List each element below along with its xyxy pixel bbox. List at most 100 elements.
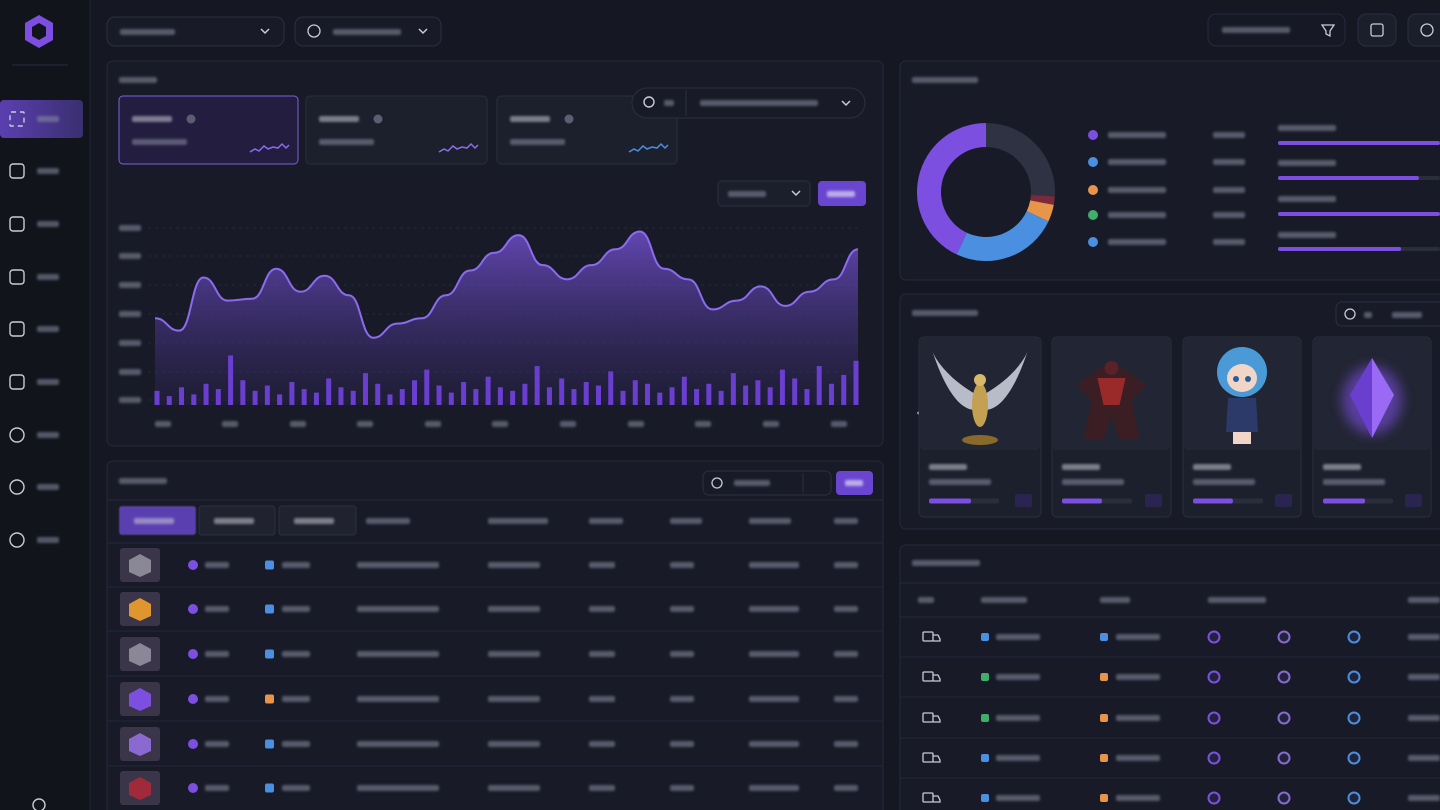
blurred-text — [1116, 795, 1160, 801]
search-icon — [1344, 308, 1356, 320]
chevron — [418, 28, 428, 35]
progress-bar — [1323, 498, 1365, 504]
search-box[interactable] — [1335, 301, 1440, 327]
blurred-text — [205, 696, 229, 702]
truck-icon — [922, 671, 934, 682]
blurred-text — [1116, 755, 1160, 761]
blurred-text — [670, 606, 694, 612]
nav-icon[interactable] — [9, 427, 25, 443]
blurred-text — [734, 480, 770, 486]
blurred-text — [510, 116, 550, 122]
blurred-text — [763, 421, 779, 427]
bar — [338, 387, 344, 405]
icon — [307, 24, 321, 38]
pie-slice — [986, 123, 1056, 197]
progress-bar — [1278, 212, 1440, 216]
bar — [583, 381, 589, 405]
status-square — [265, 783, 274, 793]
kpi-card[interactable] — [118, 95, 299, 165]
blurred-text — [425, 421, 441, 427]
item-icon — [129, 733, 151, 756]
nav-icon[interactable] — [9, 163, 25, 179]
blurred-text — [589, 518, 623, 524]
sparkline — [628, 142, 669, 153]
blurred-text — [1323, 479, 1385, 485]
blurred-text — [1213, 132, 1245, 138]
blurred-text — [357, 562, 439, 568]
blurred-text — [357, 785, 439, 791]
icon — [1420, 23, 1434, 37]
blurred-text — [1108, 187, 1166, 193]
bar — [375, 383, 381, 405]
blurred-text — [488, 785, 540, 791]
status-square — [1100, 633, 1108, 641]
blurred-text — [119, 311, 141, 317]
dropdown[interactable] — [106, 16, 285, 47]
timeline-node — [1277, 711, 1291, 725]
sparkline — [438, 142, 479, 153]
settings-icon[interactable] — [32, 798, 46, 810]
blurred-text — [670, 562, 694, 568]
truck-icon — [922, 752, 934, 763]
bar — [448, 392, 454, 405]
area-line — [154, 230, 859, 339]
blurred-text — [1408, 674, 1440, 680]
pie-slice — [1026, 200, 1054, 222]
blurred-text — [205, 562, 229, 568]
icon — [1370, 23, 1384, 37]
blurred-text — [119, 397, 141, 403]
blurred-text — [119, 478, 167, 484]
bar — [252, 390, 258, 405]
blurred-text — [120, 29, 175, 35]
item-icon — [129, 598, 151, 621]
status-dot — [188, 694, 198, 704]
blurred-text — [222, 421, 238, 427]
status-square — [981, 794, 989, 802]
blurred-text — [827, 191, 855, 197]
nav-icon[interactable] — [9, 111, 25, 127]
blurred-text — [357, 741, 439, 747]
blurred-text — [1278, 232, 1336, 238]
nav-icon[interactable] — [9, 216, 25, 232]
kpi-card[interactable] — [496, 95, 678, 165]
logo-inner — [32, 23, 46, 40]
blurred-text — [1408, 634, 1440, 640]
timeline-node — [1347, 670, 1361, 684]
progress-bar — [1278, 176, 1419, 180]
status-square — [981, 673, 989, 681]
blurred-text — [510, 139, 565, 145]
nav-icon[interactable] — [9, 321, 25, 337]
nav-icon[interactable] — [9, 269, 25, 285]
truck-cab — [933, 795, 941, 803]
nav-icon[interactable] — [9, 479, 25, 495]
bar — [828, 383, 834, 405]
blurred-text — [119, 340, 141, 346]
nav-icon[interactable] — [9, 532, 25, 548]
bar — [387, 394, 393, 405]
blurred-text — [996, 634, 1040, 640]
blurred-text — [996, 674, 1040, 680]
bar — [412, 380, 418, 405]
blurred-text — [357, 696, 439, 702]
bar — [203, 383, 209, 405]
blurred-text — [1193, 464, 1231, 470]
blurred-text — [664, 100, 674, 106]
sparkline — [249, 142, 290, 153]
bar — [289, 381, 295, 405]
blurred-text — [1392, 312, 1422, 318]
blurred-text — [214, 518, 254, 524]
icon-button[interactable] — [1407, 13, 1440, 47]
blurred-text — [918, 597, 934, 603]
blurred-text — [333, 29, 401, 35]
bar — [362, 373, 368, 405]
progress-bar — [1278, 141, 1440, 145]
blurred-text — [282, 741, 310, 747]
truck-cab — [933, 755, 941, 763]
nav-icon[interactable] — [9, 374, 25, 390]
icon-button[interactable] — [1357, 13, 1397, 47]
timeline-node — [1277, 630, 1291, 644]
panel — [106, 460, 884, 810]
blurred-text — [670, 696, 694, 702]
kpi-card[interactable] — [305, 95, 488, 165]
bar — [559, 378, 565, 405]
